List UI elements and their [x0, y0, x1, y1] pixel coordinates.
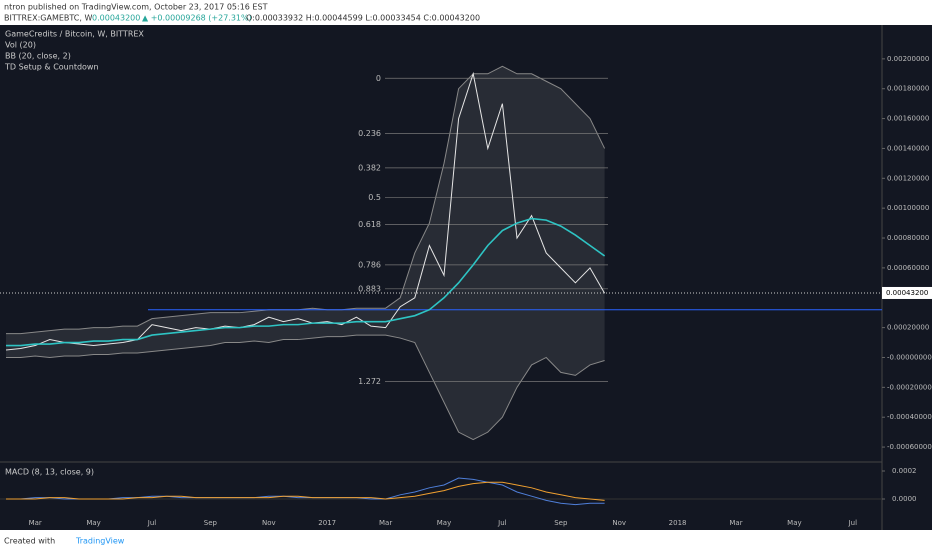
x-tick-label: Sep [204, 519, 218, 527]
chart-title: GameCredits / Bitcoin, W, BITTREX [5, 30, 144, 39]
legend-entry: BB (20, close, 2) [5, 52, 71, 61]
x-tick-label: Nov [612, 519, 626, 527]
x-tick-label: Mar [379, 519, 392, 527]
x-tick-label: Jul [848, 519, 858, 527]
fib-label: 0.5 [368, 193, 381, 202]
footer-brand[interactable]: TradingView [75, 537, 125, 546]
symbol: BITTREX:GAMEBTC, W [4, 14, 92, 23]
x-tick-label: 2018 [669, 519, 687, 527]
y-tick-label: 0.00100000 [887, 204, 929, 212]
y-tick-label: 0.00200000 [887, 55, 929, 63]
price-line [5, 71, 606, 351]
y-tick-label: 0.0000 [892, 495, 917, 503]
y-tick-label: 0.00020000 [887, 324, 929, 332]
y-tick-label: 0.00160000 [887, 115, 929, 123]
bb-basis [6, 217, 606, 347]
indicator-label: TD Setup & Countdown [4, 63, 99, 72]
indicator-label: Vol (20) [5, 41, 36, 50]
y-tick-label: 0.0002 [892, 467, 917, 475]
x-tick-label: Mar [29, 519, 42, 527]
chart-background [0, 25, 932, 530]
y-tick-label: -0.00020000 [887, 383, 932, 391]
fib-label: 0 [376, 74, 381, 83]
x-tick-label: Jul [497, 519, 507, 527]
x-tick-label: May [787, 519, 801, 527]
y-tick-label: 0.00080000 [887, 234, 929, 242]
y-tick-label: 0.00060000 [887, 264, 929, 272]
x-tick-label: Mar [729, 519, 742, 527]
fib-label: 1.272 [358, 377, 381, 386]
signal-line [6, 481, 605, 501]
x-tick-label: May [437, 519, 451, 527]
x-tick-label: 2017 [318, 519, 336, 527]
x-tick-label: Jul [147, 519, 157, 527]
fib-label: 0.236 [358, 129, 381, 138]
y-tick-label: 0.00140000 [887, 144, 929, 152]
last-price-tag [882, 286, 932, 299]
last-price-label: 0.00043200 [886, 289, 928, 297]
footer-created: Created with [4, 537, 55, 546]
ohlc: O:0.00033932 H:0.00044599 L:0.00033454 C… [246, 14, 480, 23]
price: 0.00043200 [92, 14, 140, 23]
fib-label: 0.382 [358, 163, 381, 172]
fib-label: 0.883 [358, 284, 381, 293]
x-tick-label: Nov [262, 519, 276, 527]
y-tick-label: 0.00180000 [887, 85, 929, 93]
y-tick-label: -0.00000000 [887, 353, 932, 361]
published-line: ntron published on TradingView.com, Octo… [4, 3, 268, 12]
bb-upper [6, 65, 606, 335]
fib-label: 0.786 [358, 260, 381, 269]
bb-lower [6, 334, 605, 441]
x-tick-label: Sep [554, 519, 568, 527]
y-tick-label: -0.00040000 [887, 413, 932, 421]
y-tick-label: -0.00060000 [887, 443, 932, 451]
macd-title: MACD (8, 13, close, 9) [5, 468, 94, 477]
fib-label: 0.618 [358, 220, 381, 229]
x-tick-label: May [86, 519, 100, 527]
y-tick-label: 0.00120000 [887, 174, 929, 182]
change: ▲ +0.00009268 (+27.31%) [142, 14, 252, 23]
